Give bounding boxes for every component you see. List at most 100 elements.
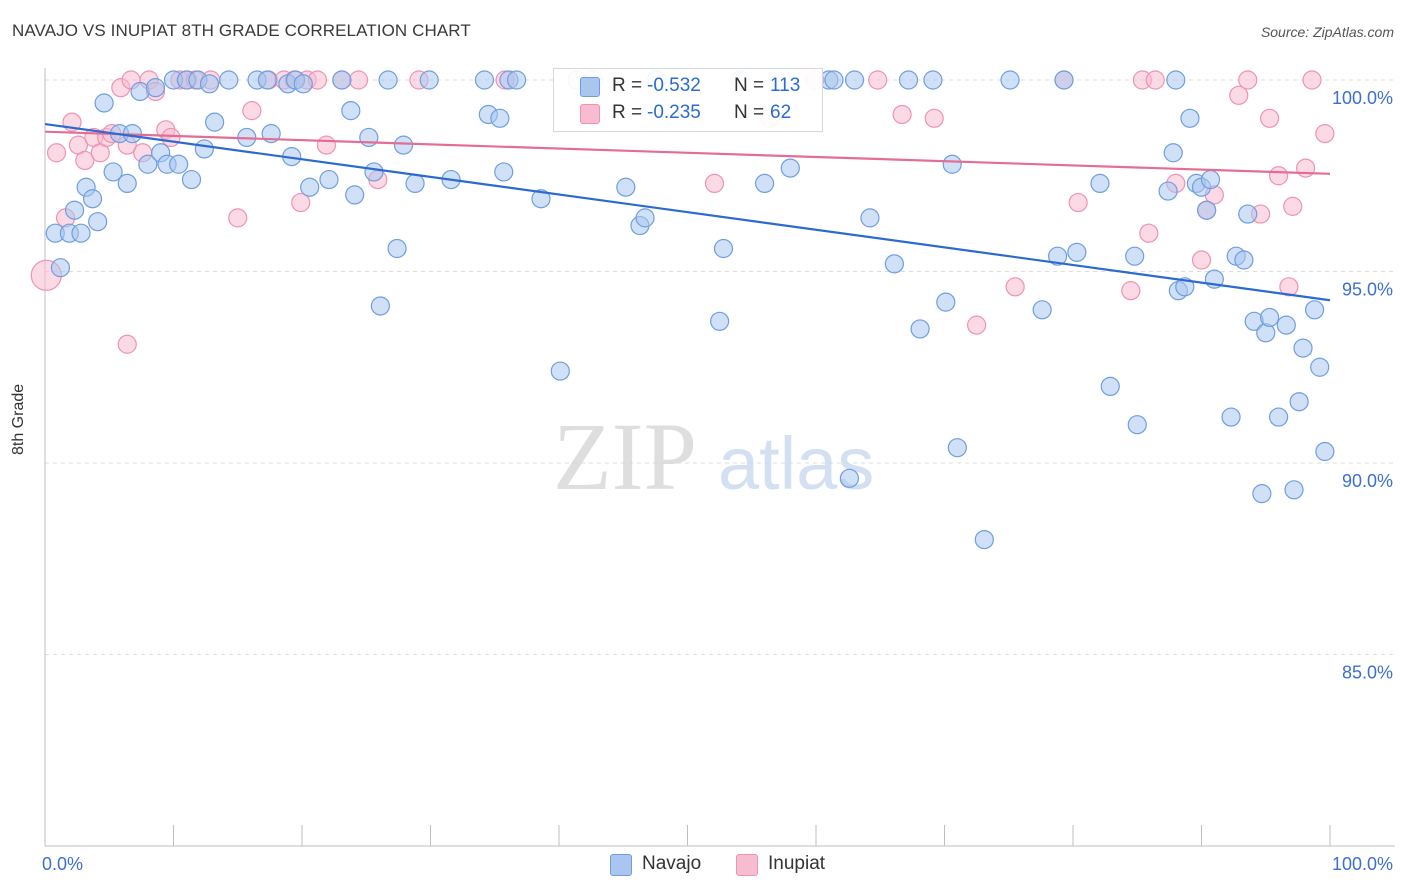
navajo-point [947,438,967,458]
inupiat-point [868,70,888,90]
source-label: Source: ZipAtlas.com [1260,24,1394,40]
tick-labels: 100.0% 95.0% 90.0% 85.0% 0.0% 100.0% [42,88,1393,874]
navajo-point [50,258,71,278]
navajo-point [1268,407,1289,427]
legend-swatch-navajo [580,77,600,97]
navajo-point [1032,300,1052,320]
legend-label-inupiat: Inupiat [768,853,826,874]
navajo-point [88,212,108,232]
navajo-point [1054,70,1074,90]
navajo-point [370,296,390,316]
navajo-point [474,70,495,90]
navajo-point [1315,441,1335,462]
navajo-point [1090,173,1110,194]
navajo-point [616,177,636,197]
navajo-point [1238,204,1258,224]
inupiat-trend-line [44,130,1331,175]
navajo-point [359,127,379,148]
inupiat-point [228,208,248,228]
navajo-point [884,254,904,274]
navajo-point [205,112,225,132]
inupiat-point [1283,196,1303,216]
navajo-point [103,162,123,182]
inupiat-point [1068,192,1088,213]
inupiat-point [924,108,944,128]
inupiat-point [1279,277,1299,297]
navajo-point [419,70,439,90]
navajo-point [1047,246,1068,266]
trend-lines [44,122,1331,302]
navajo-point [1125,246,1145,266]
inupiat-point [1121,281,1141,301]
gridlines [45,79,1395,655]
y-tick-label: 95.0% [1342,280,1393,300]
navajo-point [1284,480,1304,500]
navajo-point [393,135,414,155]
legend-n-label: N = [734,102,765,123]
navajo-point [1260,307,1280,328]
inupiat-point [291,192,311,213]
inupiat-point [348,70,369,90]
stats-legend: R = -0.532 N = 113 R = -0.235 N = 62 [553,68,823,132]
navajo-point [1166,70,1186,90]
legend-swatch-navajo [610,854,632,876]
navajo-point [82,189,103,209]
inupiat-point [967,315,987,335]
navajo-point [194,139,214,159]
legend-n-value-navajo: 113 [770,75,801,96]
navajo-point [1158,181,1178,201]
navajo-point [923,70,943,90]
inupiat-point [1139,223,1159,243]
navajo-point [1234,250,1254,270]
navajo-point [1289,392,1309,412]
navajo-point [839,468,860,488]
navajo-point [844,70,865,90]
legend-swatch-inupiat [580,104,600,124]
navajo-point [378,70,398,90]
inupiat-point [1302,70,1322,90]
navajo-point [1304,300,1325,320]
legend-r-label: R = [612,75,643,96]
navajo-point [1163,143,1183,163]
inupiat-point [892,104,912,125]
navajo-point [181,169,202,190]
navajo-point [1252,484,1272,504]
inupiat-point [1260,108,1280,128]
inupiat-point [1238,70,1258,90]
navajo-point [332,70,352,90]
legend-swatch-inupiat [736,854,758,876]
navajo-point [1293,338,1313,358]
navajo-point [635,208,655,228]
navajo-point [860,208,880,228]
inupiat-point [316,135,337,155]
navajo-point [1100,376,1120,396]
watermark: ZIP atlas [553,403,874,510]
inupiat-point [117,334,137,354]
navajo-point [1175,277,1195,297]
inupiat-point [242,101,262,121]
navajo-point [1067,242,1087,262]
navajo-point [364,162,384,182]
x-tick-label-start: 0.0% [42,854,83,874]
navajo-point [1000,70,1020,90]
navajo-point [780,158,800,178]
y-axis-label: 8th Grade [10,383,27,455]
navajo-point [974,529,994,550]
navajo-point [71,223,91,243]
navajo-point [942,154,962,174]
navajo-point [1310,357,1330,377]
navajo-point [710,311,730,331]
navajo-point [898,70,919,90]
navajo-point [1197,200,1217,220]
navajo-point [1276,315,1296,335]
legend-r-label: R = [612,102,643,123]
navajo-point [1180,108,1200,128]
navajo-point [341,101,361,121]
legend-n-value-inupiat: 62 [770,102,792,123]
y-tick-label: 90.0% [1342,471,1393,491]
inupiat-point [161,127,181,148]
navajo-point [138,154,158,174]
navajo-point [494,162,514,182]
x-tick-label-end: 100.0% [1332,854,1393,874]
